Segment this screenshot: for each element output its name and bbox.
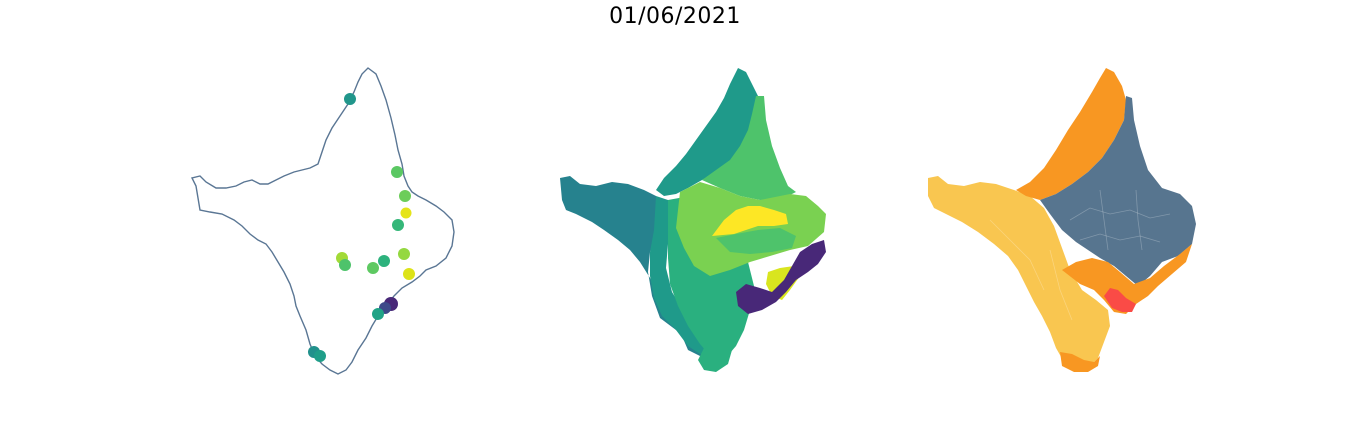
choropleth-regions-3 — [928, 68, 1196, 372]
region-west — [560, 176, 712, 364]
station-point — [378, 255, 390, 267]
station-point — [372, 308, 384, 320]
basin-outline — [190, 67, 455, 375]
station-point — [400, 207, 412, 219]
region-middle-orange — [1062, 244, 1192, 314]
figure-title: 01/06/2021 — [609, 4, 741, 29]
region-borders — [989, 189, 1171, 321]
station-point — [344, 93, 356, 105]
choropleth-regions-2 — [560, 68, 826, 372]
region-midnorth — [676, 182, 826, 276]
region-north-orange — [1016, 68, 1126, 200]
region-core-bright — [712, 206, 788, 236]
region-east-slate — [1040, 96, 1196, 286]
region-southwest — [650, 196, 716, 356]
region-red — [1104, 288, 1136, 312]
region-south — [698, 342, 732, 372]
region-northeast — [702, 96, 796, 200]
station-point — [403, 268, 415, 280]
station-point — [367, 262, 379, 274]
station-point — [339, 259, 351, 271]
station-point — [399, 190, 411, 202]
station-point — [391, 166, 403, 178]
region-west — [928, 176, 1110, 370]
region-southeast-dark — [736, 240, 826, 314]
station-point — [314, 350, 326, 362]
station-point — [392, 219, 404, 231]
region-north — [656, 68, 762, 196]
region-core — [716, 228, 796, 254]
region-south-orange — [1060, 352, 1100, 372]
station-point — [398, 248, 410, 260]
